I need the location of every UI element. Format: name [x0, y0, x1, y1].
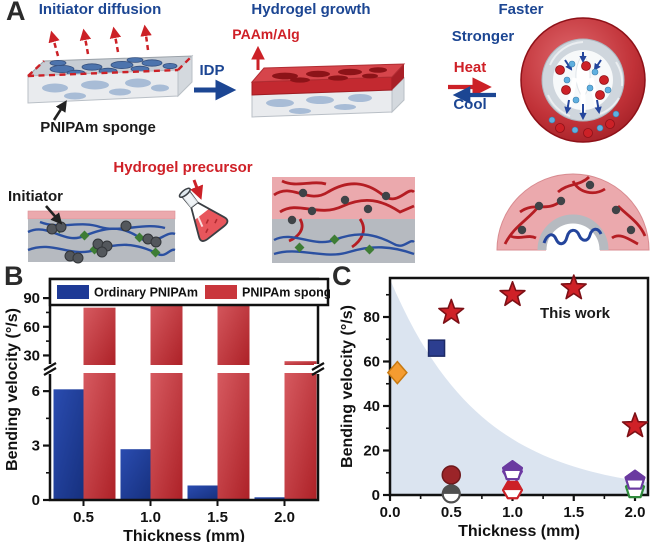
svg-text:Bending velocity (°/s): Bending velocity (°/s) — [339, 305, 356, 468]
svg-text:90: 90 — [23, 290, 40, 307]
svg-text:0: 0 — [372, 487, 380, 504]
this-work-annotation: This work — [539, 305, 611, 322]
initiator-label: Initiator — [8, 188, 63, 205]
red-particles — [555, 61, 615, 138]
svg-text:30: 30 — [23, 347, 40, 364]
bent-half-donut — [496, 173, 650, 251]
initiator-diffusion-label: Initiator diffusion — [38, 1, 162, 18]
svg-text:PNIPAm sponge: PNIPAm sponge — [242, 286, 330, 300]
svg-text:1.5: 1.5 — [563, 504, 584, 521]
cool-label: Cool — [453, 96, 487, 113]
panel-c-label: C — [332, 261, 352, 291]
initiator-sponge-schematic — [27, 205, 176, 264]
svg-text:0.0: 0.0 — [380, 504, 401, 521]
precursor-pointer-arrow — [190, 179, 204, 200]
faster-label: Faster — [498, 1, 544, 18]
svg-text:Ordinary PNIPAm: Ordinary PNIPAm — [94, 286, 198, 300]
rolled-tube — [520, 17, 646, 143]
bar-chart-bending-velocity: 0.5 1.0 1.5 2.0 30 60 90 0 3 6 Ordinary PNIPAm PNIP… — [4, 277, 330, 542]
svg-text:40: 40 — [363, 398, 380, 415]
svg-text:3: 3 — [32, 438, 40, 455]
svg-text:60: 60 — [363, 354, 380, 371]
panel-a-label: A — [6, 0, 26, 26]
svg-text:Bending velocity (°/s): Bending velocity (°/s) — [4, 308, 21, 471]
svg-text:6: 6 — [32, 383, 40, 400]
idp-label: IDP — [199, 62, 225, 79]
paam-alg-label: PAAm/Alg — [232, 26, 300, 42]
hydrogel-growth-label: Hydrogel growth — [251, 1, 371, 18]
pnipam-sponge-slab — [26, 24, 194, 121]
svg-text:1.5: 1.5 — [207, 509, 228, 526]
svg-text:80: 80 — [363, 309, 380, 326]
initiator-pointer-arrow — [45, 205, 63, 225]
precursor-flask — [178, 187, 229, 242]
svg-text:0.5: 0.5 — [441, 504, 462, 521]
network-block — [272, 177, 415, 263]
svg-text:2.0: 2.0 — [625, 504, 646, 521]
pnipam-sponge-label: PNIPAm sponge — [40, 119, 156, 136]
heat-label: Heat — [453, 59, 487, 76]
svg-text:1.0: 1.0 — [502, 504, 523, 521]
svg-text:Thickness (mm): Thickness (mm) — [458, 523, 580, 540]
crosslink-dots — [287, 188, 391, 225]
panel-a-illustration — [26, 17, 650, 264]
initiator-spheres — [46, 220, 162, 264]
hydrogel-bilayer-slab — [250, 45, 406, 118]
svg-text:2.0: 2.0 — [274, 509, 295, 526]
svg-text:0: 0 — [32, 492, 40, 509]
hydrogel-precursor-label: Hydrogel precursor — [113, 159, 253, 176]
svg-text:20: 20 — [363, 443, 380, 460]
blue-particles — [548, 60, 620, 134]
svg-text:Thickness (mm): Thickness (mm) — [123, 528, 245, 542]
svg-text:0.5: 0.5 — [73, 509, 94, 526]
scatter-chart-bending-velocity: 0 20 40 60 80 0.0 0.5 1.0 1.5 2.0 Thickness (mm) Be… — [339, 274, 650, 540]
svg-text:60: 60 — [23, 319, 40, 336]
stronger-label: Stronger — [451, 28, 515, 45]
panel-b-label: B — [4, 261, 24, 291]
sponge-pointer-arrow — [52, 100, 67, 121]
diffusion-arrows — [48, 24, 152, 57]
svg-text:1.0: 1.0 — [140, 509, 161, 526]
